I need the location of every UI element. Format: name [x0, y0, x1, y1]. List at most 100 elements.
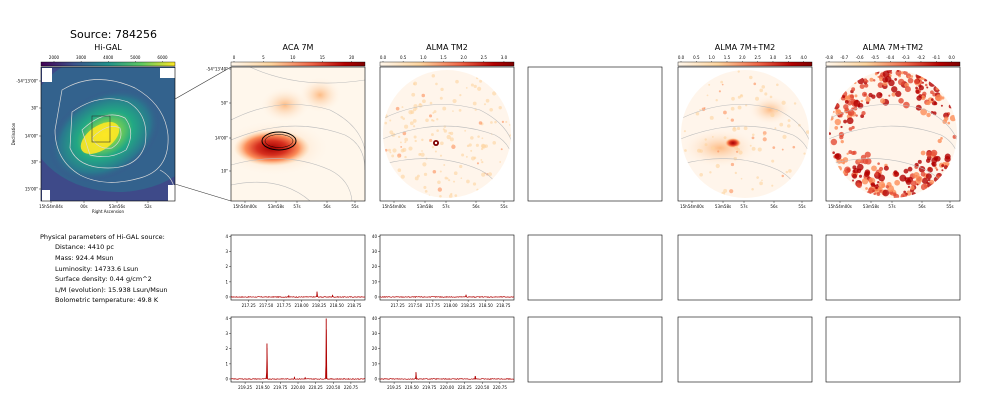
- noise-speck: [872, 79, 876, 82]
- noise-speck: [733, 156, 737, 161]
- noise-speck: [401, 106, 404, 109]
- noise-speck: [476, 77, 479, 80]
- noise-speck: [718, 90, 721, 93]
- noise-speck: [883, 165, 889, 171]
- x-tick-label: 56s: [770, 204, 777, 209]
- noise-speck: [476, 162, 480, 165]
- x-tick-label: 220.50: [326, 385, 340, 390]
- noise-speck: [793, 102, 797, 105]
- noise-speck: [865, 80, 869, 83]
- noise-speck: [414, 176, 419, 181]
- noise-speck: [877, 180, 880, 184]
- noise-speck: [709, 115, 714, 120]
- noise-speck: [711, 146, 715, 150]
- noise-speck: [852, 150, 857, 155]
- noise-speck: [404, 137, 409, 142]
- empty-spectrum-panel: [527, 234, 663, 301]
- noise-speck: [761, 85, 766, 89]
- spectrum-frame: [379, 234, 515, 301]
- noise-speck: [785, 170, 789, 174]
- noise-speck: [751, 146, 756, 151]
- noise-speck: [889, 71, 893, 75]
- noise-speck: [472, 182, 477, 186]
- noise-speck: [404, 155, 407, 159]
- noise-speck: [388, 148, 391, 152]
- noise-speck: [737, 70, 740, 73]
- noise-speck: [840, 125, 843, 129]
- noise-speck: [472, 101, 477, 106]
- y-tick-label: 20: [372, 264, 378, 269]
- noise-speck: [868, 187, 875, 194]
- noise-speck: [922, 91, 927, 96]
- noise-speck: [853, 106, 858, 111]
- colorbar-tick-label: 3.0: [770, 55, 777, 60]
- physical-parameters: Physical parameters of Hi-GAL source: Di…: [40, 233, 168, 304]
- noise-speck: [384, 148, 388, 152]
- noise-speck: [501, 120, 505, 123]
- noise-speck: [494, 120, 497, 124]
- noise-speck: [869, 77, 874, 82]
- noise-speck: [755, 96, 760, 101]
- noise-speck: [726, 117, 729, 120]
- noise-speck: [439, 154, 443, 157]
- noise-speck: [856, 163, 864, 171]
- noise-speck: [880, 98, 886, 104]
- noise-speck: [879, 77, 884, 82]
- noise-speck: [933, 156, 939, 161]
- aca-y-ticks: -54°13'40" 50" 14'00" 10": [206, 67, 231, 174]
- noise-speck: [492, 141, 497, 145]
- higal-x-ticks: 15h54m04s 00s 53m56s 52s: [39, 201, 152, 209]
- noise-speck: [400, 115, 404, 119]
- noise-speck: [921, 95, 924, 98]
- noise-speck: [706, 94, 709, 97]
- noise-speck: [842, 157, 849, 163]
- noise-speck: [893, 171, 900, 177]
- noise-speck: [704, 143, 708, 147]
- noise-speck: [751, 136, 755, 140]
- noise-speck: [458, 108, 462, 112]
- noise-speck: [871, 165, 877, 172]
- noise-speck: [864, 83, 869, 88]
- x-tick-label: 217.25: [242, 303, 256, 308]
- noise-speck: [420, 152, 425, 157]
- noise-speck: [762, 137, 767, 142]
- noise-speck: [882, 70, 890, 78]
- y-tick-label: 40: [372, 316, 378, 321]
- noise-speck: [846, 152, 849, 155]
- noise-speck: [699, 149, 703, 153]
- colorbar-tick-label: 0.5: [693, 55, 700, 60]
- noise-speck: [861, 111, 866, 116]
- noise-speck: [470, 83, 474, 87]
- x-tick-label: 15h54m00s: [233, 204, 257, 209]
- noise-speck: [836, 109, 841, 114]
- x-tick-label: 220.25: [309, 385, 323, 390]
- empty-map-panel: [527, 66, 663, 202]
- noise-speck: [928, 80, 936, 87]
- y-tick-label: 0: [225, 294, 228, 299]
- noise-speck: [759, 88, 764, 93]
- x-tick-label: 218.50: [330, 303, 344, 308]
- x-tick-label: 219.50: [405, 385, 419, 390]
- noise-speck: [389, 119, 392, 122]
- y-tick-label: 20: [372, 346, 378, 351]
- noise-speck: [453, 171, 458, 176]
- colorbar-tick-label: -0.2: [917, 55, 925, 60]
- noise-speck: [732, 127, 737, 132]
- aca-beam-ellipse: [261, 131, 297, 151]
- noise-speck: [935, 168, 939, 171]
- y-tick-label: 4: [225, 234, 228, 239]
- noise-speck: [466, 179, 470, 184]
- noise-speck: [436, 129, 439, 132]
- noise-speck: [856, 182, 863, 189]
- noise-speck: [423, 172, 428, 177]
- x-tick-label: 56s: [323, 204, 330, 209]
- zoom-line-bottom: [174, 183, 232, 202]
- noise-speck: [428, 114, 433, 118]
- x-tick-label: 53m58s: [715, 204, 731, 209]
- noise-speck: [830, 138, 838, 146]
- noise-speck: [443, 129, 447, 133]
- noise-speck: [944, 153, 951, 160]
- y-tick-label: 10: [372, 279, 378, 284]
- noise-speck: [858, 174, 863, 178]
- noise-speck: [737, 105, 742, 110]
